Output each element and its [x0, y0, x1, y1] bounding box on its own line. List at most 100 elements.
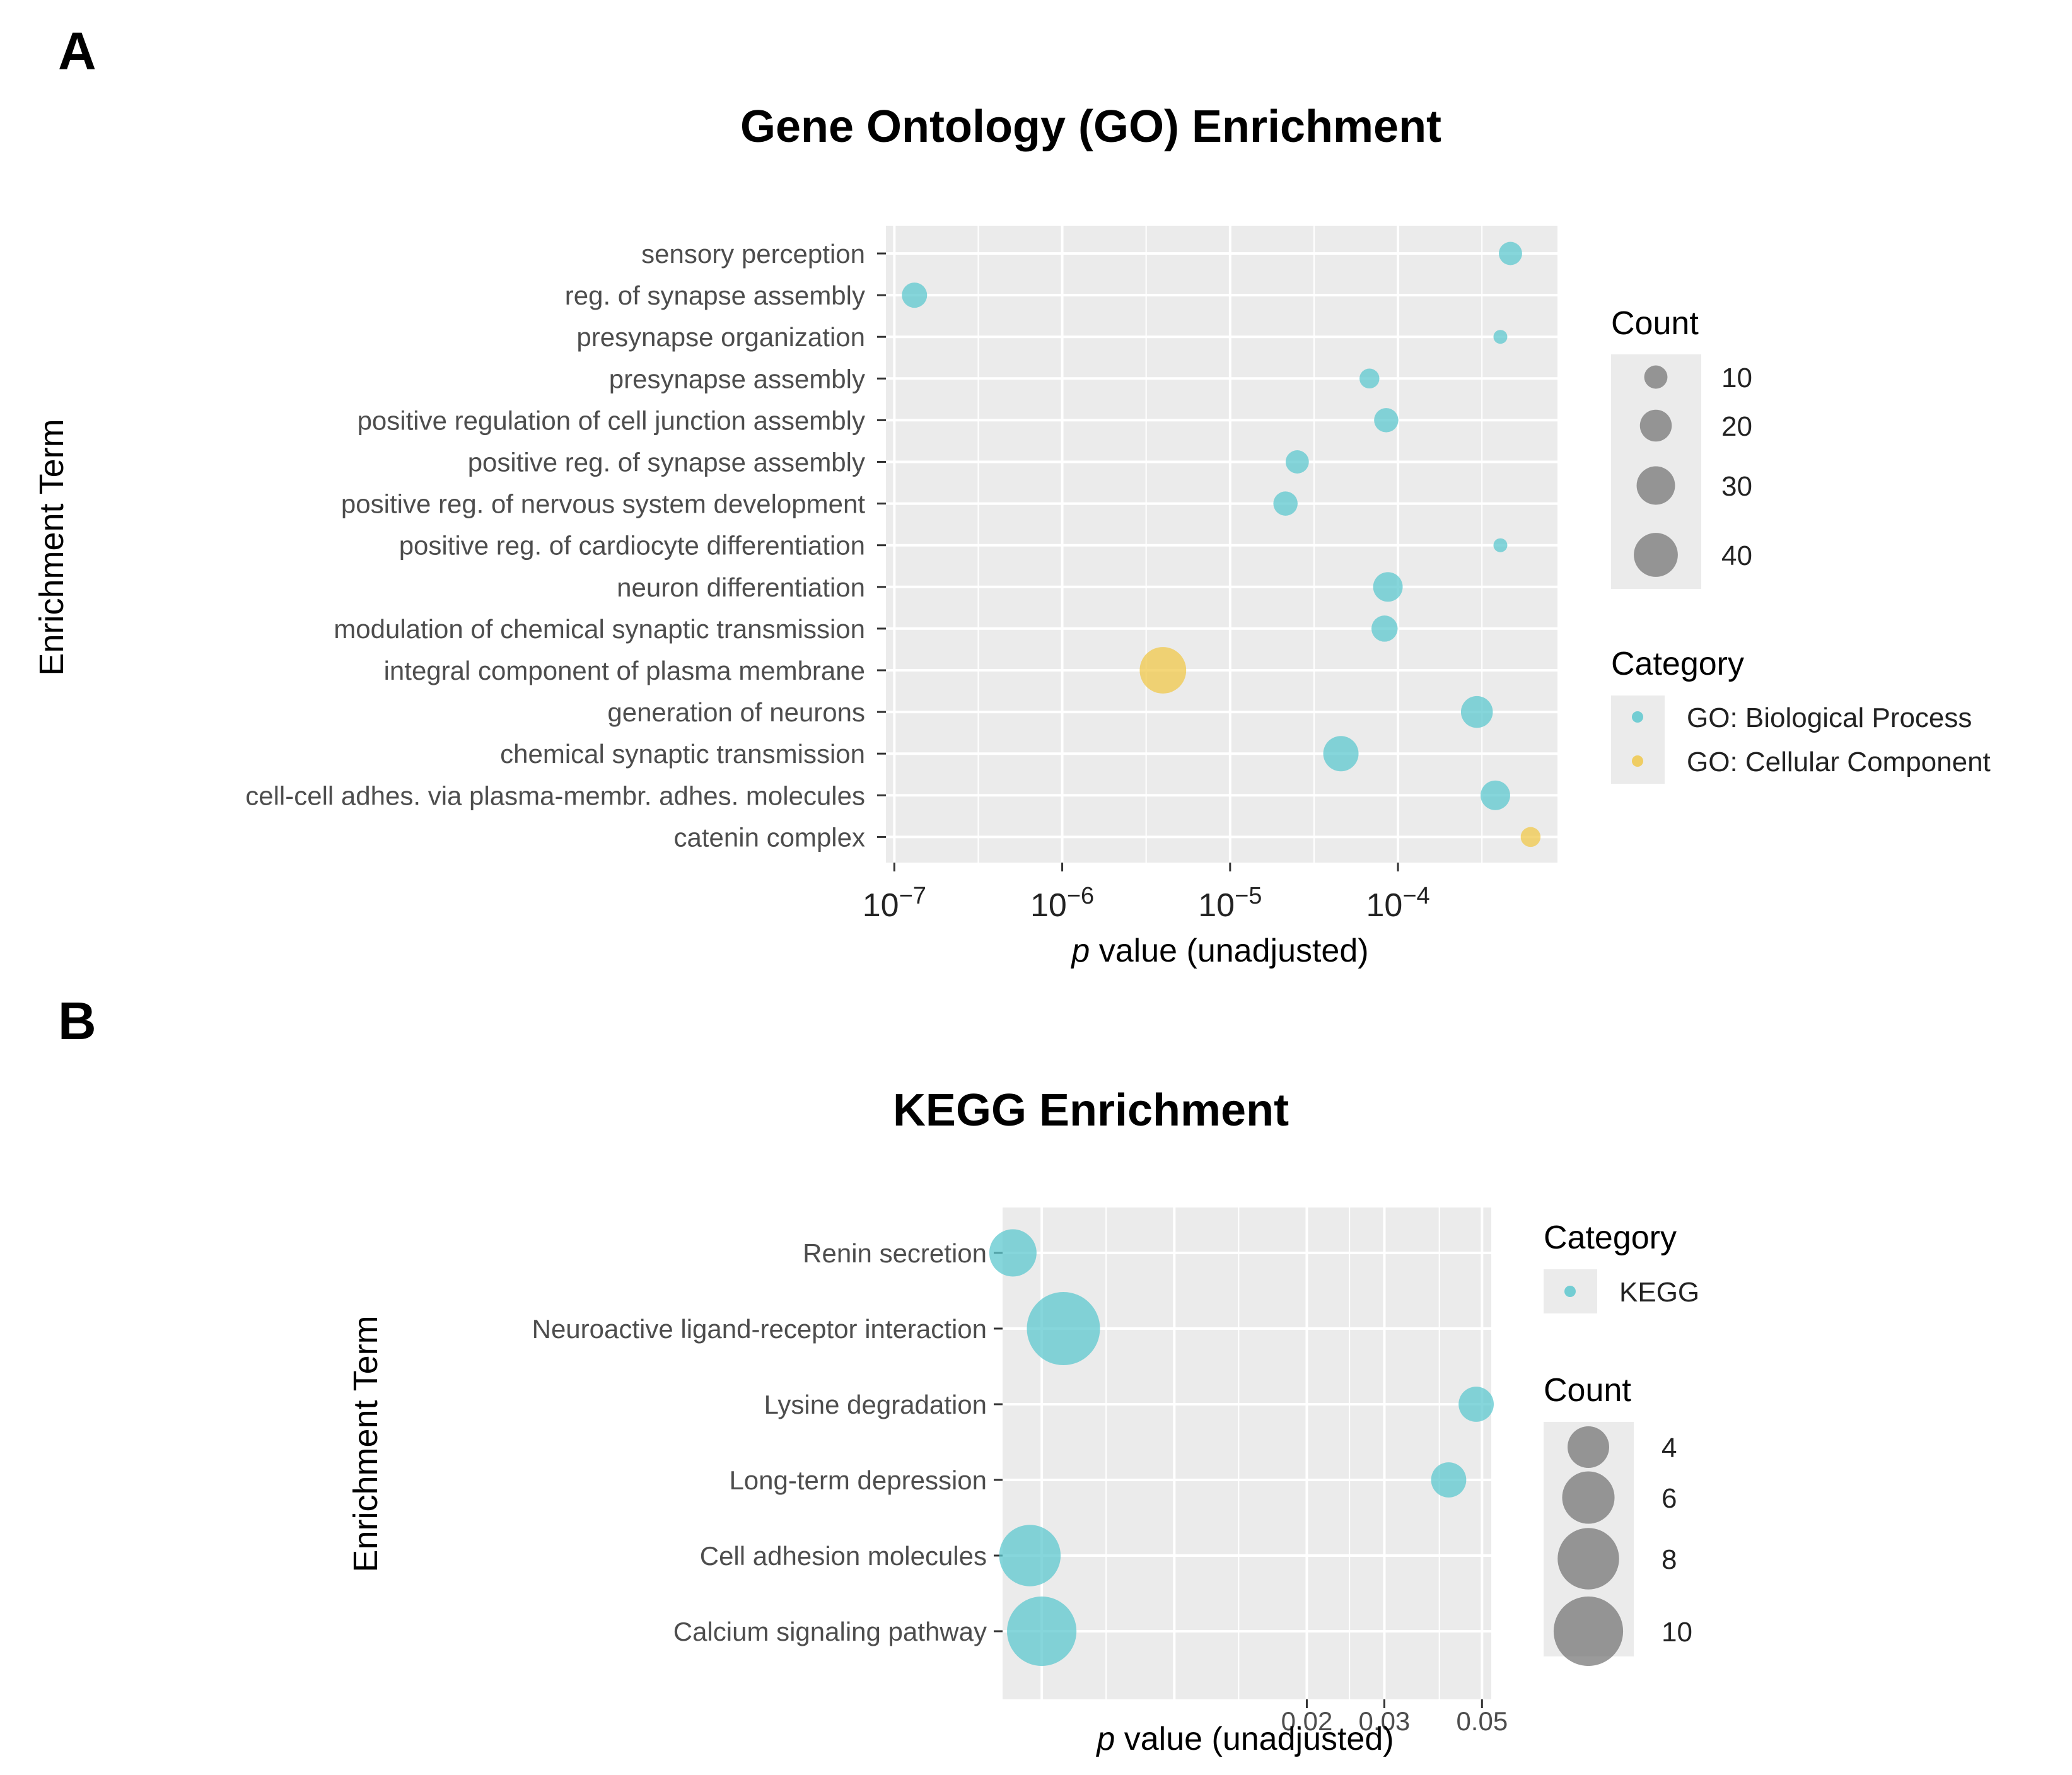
go-point [1323, 736, 1359, 772]
go-point [1520, 827, 1541, 847]
go-count-legend-label: 30 [1721, 471, 1752, 502]
kegg-y-tick-label: Renin secretion [803, 1238, 987, 1268]
go-y-tick-label: positive reg. of cardiocyte differentiat… [399, 531, 865, 561]
panel-a-letter: A [58, 21, 96, 81]
go-category-legend-key [1632, 711, 1643, 723]
go-x-tick-label: 10−6 [1030, 883, 1094, 924]
go-count-legend-title: Count [1611, 305, 1699, 342]
go-category-legend-label: GO: Cellular Component [1687, 747, 1991, 777]
kegg-count-legend-key [1562, 1471, 1615, 1524]
kegg-point [1007, 1596, 1077, 1667]
go-count-legend-label: 40 [1721, 540, 1752, 571]
kegg-point [999, 1525, 1061, 1586]
go-point [1460, 695, 1493, 728]
go-y-tick-label: positive reg. of nervous system developm… [341, 489, 865, 519]
kegg-count-legend-label: 10 [1662, 1617, 1692, 1648]
kegg-points [989, 1229, 1494, 1667]
kegg-count-legend-key [1557, 1528, 1619, 1590]
go-point [1499, 242, 1522, 265]
go-y-tick-label: presynapse assembly [609, 364, 865, 393]
go-count-legend-label: 20 [1721, 411, 1752, 442]
go-x-tick-label: 10−5 [1198, 883, 1262, 924]
go-point [1373, 572, 1403, 602]
kegg-count-legend-label: 6 [1662, 1483, 1677, 1514]
go-y-axis: sensory perception reg. of synapse assemb… [245, 239, 886, 852]
go-category-legend-key [1632, 755, 1643, 767]
go-chart-title: Gene Ontology (GO) Enrichment [740, 102, 1441, 152]
kegg-x-tick-label: 0.03 [1359, 1706, 1411, 1736]
kegg-count-legend-label: 8 [1662, 1544, 1677, 1575]
kegg-count-legend-key [1553, 1596, 1624, 1667]
kegg-y-axis-title: Enrichment Term [347, 1315, 385, 1572]
kegg-y-tick-label: Neuroactive ligand-receptor interaction [532, 1314, 987, 1344]
kegg-point [1458, 1387, 1494, 1422]
go-y-tick-label: chemical synaptic transmission [500, 739, 865, 769]
go-point [1139, 647, 1187, 694]
kegg-y-axis: Renin secretion Neuroactive ligand-recept… [532, 1238, 1003, 1646]
kegg-x-tick-label: 0.05 [1456, 1706, 1508, 1736]
kegg-y-tick-label: Long-term depression [729, 1465, 987, 1495]
go-point [1493, 330, 1508, 344]
kegg-category-legend-key [1564, 1286, 1576, 1297]
go-count-legend-key [1639, 409, 1672, 442]
kegg-x-tick-label: 0.02 [1281, 1706, 1333, 1736]
kegg-point [1431, 1462, 1467, 1498]
go-y-tick-label: presynapse organization [576, 322, 865, 352]
go-y-tick-label: modulation of chemical synaptic transmis… [334, 614, 865, 644]
go-category-legend-keys [1611, 695, 1665, 784]
go-y-tick-label: sensory perception [641, 239, 865, 269]
kegg-plot-panel [1003, 1208, 1491, 1699]
kegg-y-tick-label: Lysine degradation [764, 1390, 987, 1419]
go-count-legend-key [1644, 365, 1668, 389]
kegg-x-axis: 0.02 0.03 0.05 [1281, 1699, 1508, 1736]
go-y-tick-label: positive regulation of cell junction ass… [358, 405, 865, 435]
go-point [1273, 491, 1298, 516]
go-x-axis-title: p value (unadjusted) [1070, 933, 1368, 969]
go-gridlines [886, 226, 1557, 863]
panel-b-letter: B [58, 991, 96, 1050]
go-point [1359, 368, 1380, 389]
kegg-y-tick-label: Calcium signaling pathway [673, 1617, 987, 1646]
kegg-chart-title: KEGG Enrichment [893, 1085, 1289, 1136]
kegg-category-legend: KEGG [1564, 1277, 1699, 1308]
kegg-category-legend-label: KEGG [1619, 1277, 1699, 1308]
kegg-point [1027, 1291, 1100, 1366]
go-y-tick-label: catenin complex [674, 822, 866, 852]
go-count-legend-label: 10 [1721, 363, 1752, 393]
go-y-tick-label: neuron differentiation [617, 573, 865, 602]
kegg-x-axis-title: p value (unadjusted) [1095, 1721, 1394, 1757]
kegg-chart: KEGG Enrichment Renin secretion Neuroacti… [347, 1085, 1699, 1757]
kegg-gridlines [1003, 1208, 1491, 1699]
kegg-y-tick-label: Cell adhesion molecules [700, 1541, 987, 1571]
kegg-count-legend-title: Count [1544, 1372, 1631, 1409]
go-points [902, 242, 1541, 847]
kegg-point [989, 1229, 1037, 1277]
go-y-tick-label: reg. of synapse assembly [565, 281, 865, 310]
kegg-count-legend: 4 6 8 10 [1553, 1426, 1692, 1667]
go-point [1374, 408, 1399, 433]
go-category-legend: GO: Biological Process GO: Cellular Compo… [1632, 702, 1991, 777]
go-count-legend: 10 20 30 40 [1634, 363, 1752, 577]
kegg-category-legend-title: Category [1544, 1219, 1677, 1256]
go-category-legend-label: GO: Biological Process [1687, 702, 1972, 733]
kegg-count-legend-key [1568, 1426, 1609, 1468]
kegg-count-legend-label: 4 [1662, 1433, 1677, 1464]
go-y-tick-label: generation of neurons [607, 697, 865, 727]
go-y-tick-label: integral component of plasma membrane [384, 656, 865, 685]
go-point [1481, 780, 1510, 810]
go-category-legend-title: Category [1611, 646, 1744, 682]
go-x-axis: 10−7 10−6 10−5 10−4 [863, 863, 1430, 924]
go-y-axis-title: Enrichment Term [33, 419, 71, 675]
go-x-tick-label: 10−4 [1366, 883, 1429, 924]
go-y-tick-label: positive reg. of synapse assembly [468, 448, 865, 477]
go-point [1371, 615, 1398, 642]
go-point [1285, 450, 1309, 474]
go-count-legend-key [1636, 466, 1675, 505]
go-point [902, 282, 928, 308]
go-chart: Gene Ontology (GO) Enrichment sensory pe… [33, 102, 1991, 969]
go-count-legend-key [1634, 533, 1678, 577]
go-y-tick-label: cell-cell adhes. via plasma-membr. adhes… [245, 781, 865, 810]
go-x-tick-label: 10−7 [863, 883, 926, 924]
go-point [1493, 538, 1508, 552]
